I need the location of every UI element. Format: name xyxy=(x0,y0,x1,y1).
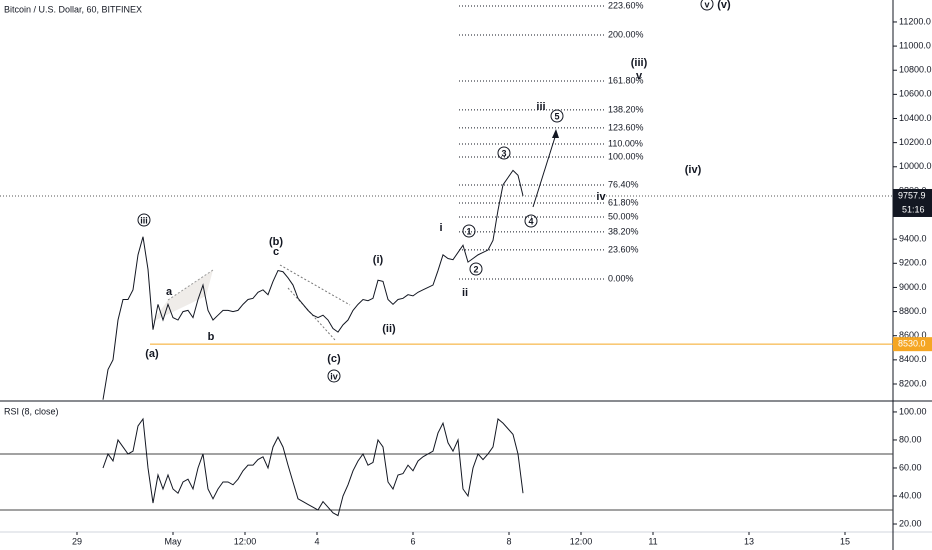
wave-label: 4 xyxy=(528,216,533,226)
fib-label: 200.00% xyxy=(608,29,644,39)
x-tick-label: 12:00 xyxy=(570,536,593,546)
x-tick-label: 6 xyxy=(410,536,415,546)
y-tick-label: 10200.0 xyxy=(899,137,932,147)
y-tick-label: 8600.0 xyxy=(899,330,927,340)
wave-label: (iii) xyxy=(631,57,648,69)
y-tick-label: 80.00 xyxy=(899,434,922,444)
y-tick-label: 9200.0 xyxy=(899,258,927,268)
fib-label: 123.60% xyxy=(608,122,644,132)
wave-circle xyxy=(700,0,714,11)
wave-label: (ii) xyxy=(382,323,396,335)
last-price-label: 9757.9 xyxy=(898,190,926,200)
x-tick-label: 15 xyxy=(840,536,850,546)
channel-line xyxy=(279,264,351,306)
x-tick-label: 11 xyxy=(648,536,657,546)
wave-circle xyxy=(327,369,341,383)
fib-label: 38.20% xyxy=(608,226,639,236)
y-tick-label: 10800.0 xyxy=(899,65,932,75)
fib-label: 223.60% xyxy=(608,0,644,10)
price-tag xyxy=(893,188,932,217)
wave-label: c xyxy=(273,246,279,258)
wave-label: iii xyxy=(140,215,148,225)
y-tick-label: 100.00 xyxy=(899,406,927,416)
wave-label: 2 xyxy=(473,264,478,274)
fib-label: 100.00% xyxy=(608,151,644,161)
y-tick-label: 9400.0 xyxy=(899,234,927,244)
fib-label: 0.00% xyxy=(608,273,634,283)
wave-label: (c) xyxy=(327,353,341,365)
wave-label: v xyxy=(636,70,643,82)
wave-circle xyxy=(469,262,483,276)
wave-label: v xyxy=(704,0,709,9)
y-tick-label: 10600.0 xyxy=(899,89,932,99)
x-tick-label: 4 xyxy=(314,536,319,546)
fib-label: 110.00% xyxy=(608,138,643,148)
wave-label: a xyxy=(166,286,173,298)
wave-label: (a) xyxy=(145,348,159,360)
wave-label: (b) xyxy=(269,236,283,248)
y-tick-label: 8400.0 xyxy=(899,354,927,364)
wave-label: i xyxy=(439,222,442,234)
y-tick-label: 8200.0 xyxy=(899,378,927,388)
x-tick-label: May xyxy=(164,536,182,546)
x-tick-label: 12:00 xyxy=(234,536,257,546)
countdown-label: 51:16 xyxy=(902,204,925,214)
wave-circle xyxy=(524,214,538,228)
fib-label: 61.80% xyxy=(608,197,639,207)
y-tick-label: 10400.0 xyxy=(899,113,932,123)
wave-label: iv xyxy=(596,191,606,203)
wave-label: iv xyxy=(330,371,338,381)
y-tick-label: 60.00 xyxy=(899,462,922,472)
y-tick-label: 40.00 xyxy=(899,490,922,500)
wave-label: (iv) xyxy=(685,164,702,176)
y-tick-label: 10000.0 xyxy=(899,161,932,171)
fib-label: 23.60% xyxy=(608,244,639,254)
wave-label: 1 xyxy=(466,226,471,236)
price-line xyxy=(102,169,524,400)
fib-label: 138.20% xyxy=(608,104,644,114)
wave-circle xyxy=(137,213,151,227)
wave-label: 5 xyxy=(554,111,559,121)
wave-label: ii xyxy=(462,287,468,299)
y-tick-label: 20.00 xyxy=(899,518,922,528)
support-label: 8530.0 xyxy=(898,339,926,349)
projection-arrow xyxy=(532,133,557,208)
x-tick-label: 13 xyxy=(744,536,754,546)
wave-label: 3 xyxy=(501,148,506,158)
wave-circle xyxy=(462,224,476,238)
wave-circle xyxy=(497,146,511,160)
y-tick-label: 11000.0 xyxy=(899,40,931,50)
channel-line xyxy=(167,269,214,301)
y-tick-label: 8800.0 xyxy=(899,306,927,316)
wave-circle xyxy=(550,109,564,123)
wave-label: iii xyxy=(536,101,545,113)
channel-shade xyxy=(152,270,213,322)
rsi-title: RSI (8, close) xyxy=(4,406,59,416)
fib-label: 76.40% xyxy=(608,179,639,189)
fib-label: 50.00% xyxy=(608,211,639,221)
x-tick-label: 29 xyxy=(72,536,82,546)
y-tick-label: 11200.0 xyxy=(899,16,931,26)
wave-label: b xyxy=(208,331,215,343)
fib-label: 161.80% xyxy=(608,75,644,85)
chart-title: Bitcoin / U.S. Dollar, 60, BITFINEX xyxy=(4,4,142,14)
x-tick-label: 8 xyxy=(506,536,511,546)
wave-label: (v) xyxy=(717,0,731,11)
arrow-head xyxy=(552,129,559,138)
wave-label: (i) xyxy=(373,254,384,266)
support-tag xyxy=(893,337,932,352)
price-line xyxy=(102,417,524,517)
y-tick-label: 9000.0 xyxy=(899,282,927,292)
